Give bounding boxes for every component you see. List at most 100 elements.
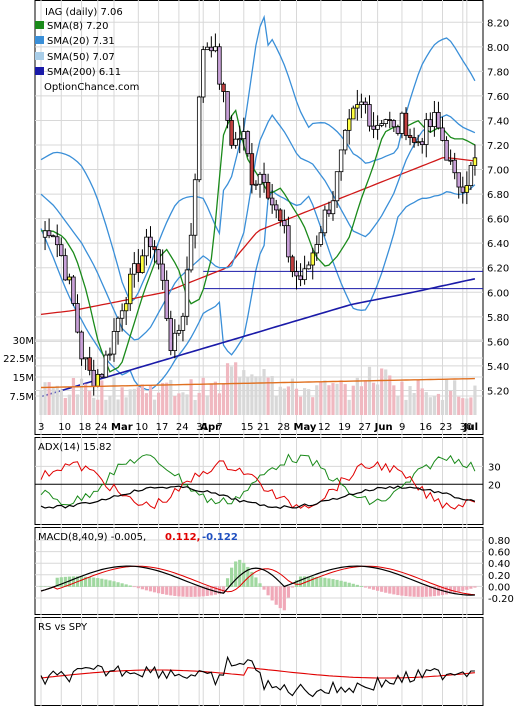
macd-histogram-bar [234,561,238,587]
candle-body [55,236,60,246]
macd-histogram-bar [246,566,250,587]
volume-bar [100,380,104,415]
x-tick-label: 30 [460,422,473,433]
volume-bar [250,374,254,415]
price-tick-label: 6.20 [487,264,509,275]
x-tick-label: Apr [200,422,220,433]
x-tick-label: 21 [257,422,270,433]
volume-bar [116,399,120,415]
volume-bar [71,377,76,415]
candle-body [148,236,153,248]
candle-body [444,140,449,161]
candle-body [225,91,230,121]
volume-bar [55,385,59,415]
price-tick-label: 7.00 [487,166,509,177]
candle-body [452,159,457,174]
sma20-line [40,114,476,341]
macd-histogram-bar [286,586,290,598]
volume-bar [120,387,124,415]
candle-body [342,129,348,151]
macd-histogram-bar [84,576,88,587]
volume-bar [396,396,400,415]
volume-bar [444,378,449,415]
volume-bar [177,393,181,415]
candle-body [128,273,133,305]
price-tick-label: 5.40 [487,362,509,373]
macd-histogram-bar [420,586,424,597]
candle-body [79,331,84,360]
candle-body [217,46,222,85]
volume-bar [181,392,185,415]
macd-histogram-bar [424,586,428,597]
x-tick-label: 10 [58,422,71,433]
volume-bar [351,385,355,415]
volume-bar [128,389,132,415]
x-tick-label: 18 [79,422,92,433]
candle-body [448,159,453,162]
candle-body [71,276,76,304]
candle-body [334,171,340,202]
x-tick-label: 10 [135,422,148,433]
volume-bar [465,398,469,415]
macd-histogram-bar [173,586,177,596]
macd-histogram-bar [169,586,173,596]
macd-histogram-bar [323,577,327,587]
volume-bar [294,388,299,415]
candle-body [176,330,182,334]
macd-histogram-bar [258,583,262,587]
candle-body [205,46,210,51]
price-tick-label: 5.20 [487,386,509,397]
macd-histogram-bar [144,586,149,591]
volume-bar [225,363,230,415]
candle-body [411,137,417,143]
adx-plus-di-line [40,453,476,506]
candle-body [132,263,137,275]
macd-histogram-bar [128,585,132,587]
volume-bar [104,399,108,415]
volume-bar [238,377,242,415]
volume-bar [286,386,290,415]
macd-histogram-bar [327,578,331,587]
volume-bar [209,384,213,415]
candle-body [282,220,287,227]
macd-histogram-bar [108,580,112,587]
candle-body [95,373,100,387]
volume-bar [327,385,331,415]
candle-body [172,332,178,351]
volume-bar [367,366,372,415]
macd-histogram-bar [148,586,153,592]
candle-body [464,185,470,193]
volume-tick-label: 30M [13,336,34,347]
volume-bar [388,375,392,415]
macd-histogram-bar [205,586,209,596]
candle-body [87,357,92,371]
volume-bar [254,376,258,415]
macd-histogram-bar [100,578,104,587]
volume-bar [355,377,359,415]
volume-tick-label: 7.5M [9,392,34,403]
candle-body [415,141,421,144]
legend-sma50: SMA(50) 7.07 [47,52,115,63]
volume-bar [323,380,327,415]
macd-histogram-bar [278,586,282,609]
macd-histogram-bar [197,586,201,597]
volume-bar [408,386,412,415]
macd-histogram-bar [161,586,165,595]
candle-body [391,120,397,128]
volume-bar [67,394,71,415]
macd-histogram-bar [104,579,108,587]
panel-frame-3 [34,617,484,706]
candle-body [298,275,303,281]
candle-body [237,138,242,141]
candle-body [241,131,246,140]
macd-histogram-bar [343,581,347,587]
macd-histogram-bar [311,576,315,587]
adx-line [40,485,476,509]
candle-body [91,369,96,387]
candle-body [103,354,109,378]
panel-frame-1 [34,437,484,525]
volume-bar [339,380,343,415]
candle-body [160,263,165,281]
macd-tick-label: 0.40 [488,559,510,570]
